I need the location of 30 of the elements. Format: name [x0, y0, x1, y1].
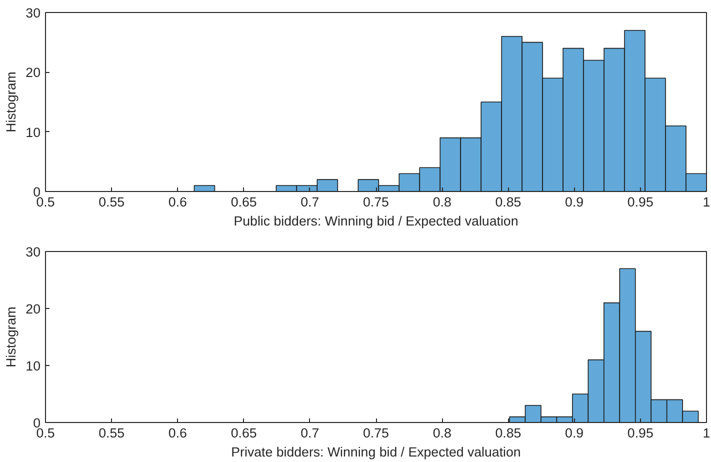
x-tick-label: 0.9 [565, 426, 584, 440]
x-tick-label: 0.6 [168, 194, 187, 210]
x-tick-label: 0.65 [230, 194, 257, 210]
y-axis-title: Histogram [4, 306, 19, 368]
y-tick-label: 30 [26, 6, 41, 20]
y-tick-label: 10 [26, 358, 41, 374]
x-tick-label: 0.95 [627, 194, 654, 210]
x-tick-label: 0.95 [627, 426, 654, 440]
x-tick-label: 1 [702, 194, 710, 210]
x-tick-label: 0.9 [565, 194, 584, 210]
x-axis-title: Private bidders: Winning bid / Expected valuation [231, 444, 521, 460]
x-tick-label: 0.55 [98, 194, 125, 210]
y-tick-label: 10 [26, 124, 41, 140]
x-tick-label: 0.8 [432, 426, 452, 440]
x-tick-label: 0.7 [300, 194, 320, 210]
y-tick-label: 20 [26, 302, 41, 316]
y-tick-label: 20 [26, 65, 41, 80]
x-tick-label: 0.85 [495, 194, 522, 210]
y-tick-label: 30 [26, 244, 41, 260]
x-tick-label: 0.75 [363, 426, 389, 440]
x-tick-label: 0.75 [363, 194, 389, 210]
x-axis-title: Public bidders: Winning bid / Expected valuation [234, 214, 518, 228]
x-tick-label: 1 [702, 426, 710, 440]
x-tick-label: 0.6 [168, 426, 187, 440]
x-tick-label: 0.65 [230, 426, 257, 440]
x-tick-label: 0.8 [432, 194, 452, 210]
y-axis-title: Histogram [4, 72, 19, 132]
x-tick-label: 0.7 [300, 426, 320, 440]
x-tick-label: 0.55 [98, 426, 125, 440]
x-tick-label: 0.85 [495, 426, 522, 440]
